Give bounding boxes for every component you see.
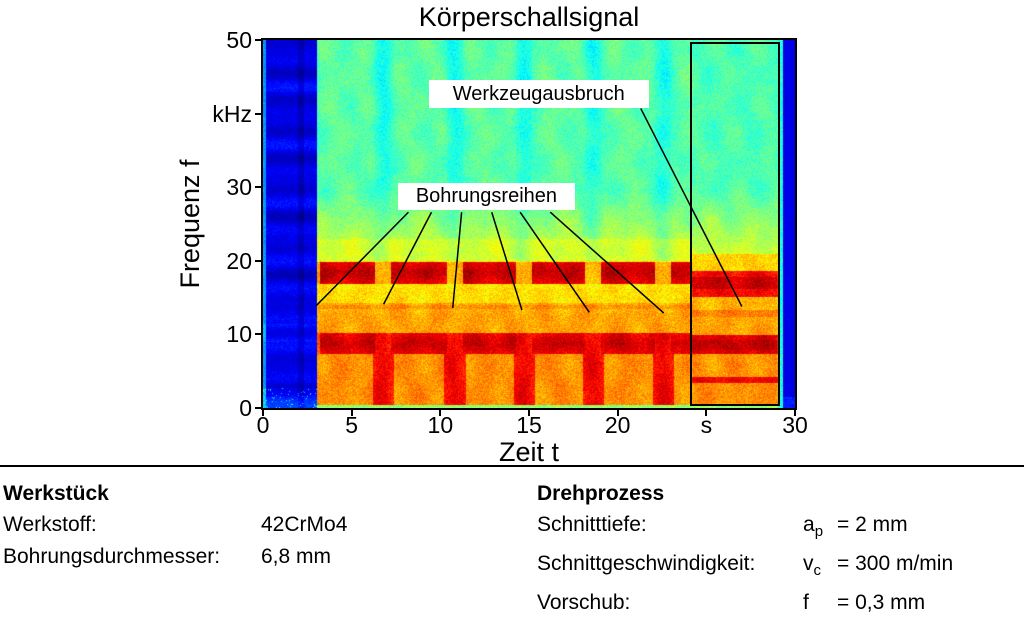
werkstoff-row: Werkstoff: 42CrMo4 (3, 509, 347, 541)
x-tick-label: 0 (256, 412, 270, 438)
werkstoff-label: Werkstoff: (3, 513, 97, 536)
y-tick-mark (255, 333, 261, 336)
x-tick-label: 5 (345, 412, 359, 438)
x-tick-label: 10 (427, 412, 454, 438)
y-tick-mark (255, 186, 261, 189)
y-tick-label: 20 (226, 247, 252, 274)
drehprozess-section: Drehprozess Schnitttiefe: ap = 2 mm Schni… (537, 478, 953, 627)
schnittgeschwindigkeit-symbol: vc (803, 552, 821, 580)
vorschub-value: f = 0,3 mm (803, 587, 925, 626)
x-tick-mark (794, 410, 796, 416)
x-tick-mark (439, 410, 442, 416)
y-tick-label: 30 (226, 174, 252, 201)
x-axis-label: Zeit t (498, 437, 559, 467)
annotation-bohrungsreihen: Bohrungsreihen (397, 182, 576, 210)
x-tick-mark (616, 410, 619, 416)
annotation-werkzeugausbruch: Werkzeugausbruch (428, 80, 649, 109)
werkstueck-heading: Werkstück (3, 482, 109, 505)
werkstueck-section: Werkstück Werkstoff: 42CrMo4 Bohrungsdur… (3, 478, 347, 573)
werkstoff-value: 42CrMo4 (261, 513, 348, 536)
y-tick-mark (255, 39, 261, 41)
y-tick-label: 10 (226, 321, 252, 348)
x-tick-mark (350, 410, 353, 416)
vorschub-eq: = 0,3 mm (837, 591, 926, 615)
divider-line (0, 465, 1024, 467)
x-tick-label: s (700, 412, 713, 438)
x-tick-label: 30 (782, 412, 808, 438)
x-tick-mark (262, 410, 264, 416)
schnitttiefe-eq: = 2 mm (837, 513, 908, 536)
schnittgeschwindigkeit-label: Schnittgeschwindigkeit: (537, 552, 756, 576)
bohrungsdurchmesser-value: 6,8 mm (261, 545, 332, 568)
bohrungsdurchmesser-label: Bohrungsdurchmesser: (3, 545, 221, 568)
figure-page: Körperschallsignal Frequenz f Werkzeugau… (0, 2, 1024, 614)
schnittgeschwindigkeit-value: vc = 300 m/min (803, 548, 953, 587)
y-tick-label: 0 (239, 395, 252, 421)
bohrungsdurchmesser-row: Bohrungsdurchmesser: 6,8 mm (3, 541, 347, 573)
schnittgeschwindigkeit-eq: = 300 m/min (837, 552, 954, 576)
y-tick-mark (255, 259, 261, 262)
x-tick-label: 20 (604, 412, 631, 438)
vorschub-label: Vorschub: (537, 591, 631, 615)
schnitttiefe-row: Schnitttiefe: ap = 2 mm (537, 509, 953, 548)
schnitttiefe-value: ap = 2 mm (803, 509, 908, 548)
vorschub-row: Vorschub: f = 0,3 mm (537, 587, 953, 626)
chart-title: Körperschallsignal (418, 2, 640, 32)
x-tick-mark (528, 410, 530, 416)
schnittgeschwindigkeit-row: Schnittgeschwindigkeit: vc = 300 m/min (537, 548, 953, 587)
werkzeugausbruch-region-box (689, 42, 781, 406)
y-tick-mark (255, 112, 261, 115)
schnitttiefe-symbol: ap (803, 513, 824, 541)
drehprozess-heading: Drehprozess (537, 482, 665, 505)
x-tick-label: 15 (516, 412, 542, 438)
spectrogram-plot: Werkzeugausbruch Bohrungsreihen (261, 38, 797, 410)
schnitttiefe-label: Schnitttiefe: (537, 513, 647, 536)
vorschub-symbol: f (803, 591, 809, 615)
x-tick-mark (705, 410, 708, 416)
y-tick-mark (255, 407, 261, 409)
y-tick-label: 50 (226, 27, 252, 53)
y-tick-label: kHz (212, 100, 252, 127)
